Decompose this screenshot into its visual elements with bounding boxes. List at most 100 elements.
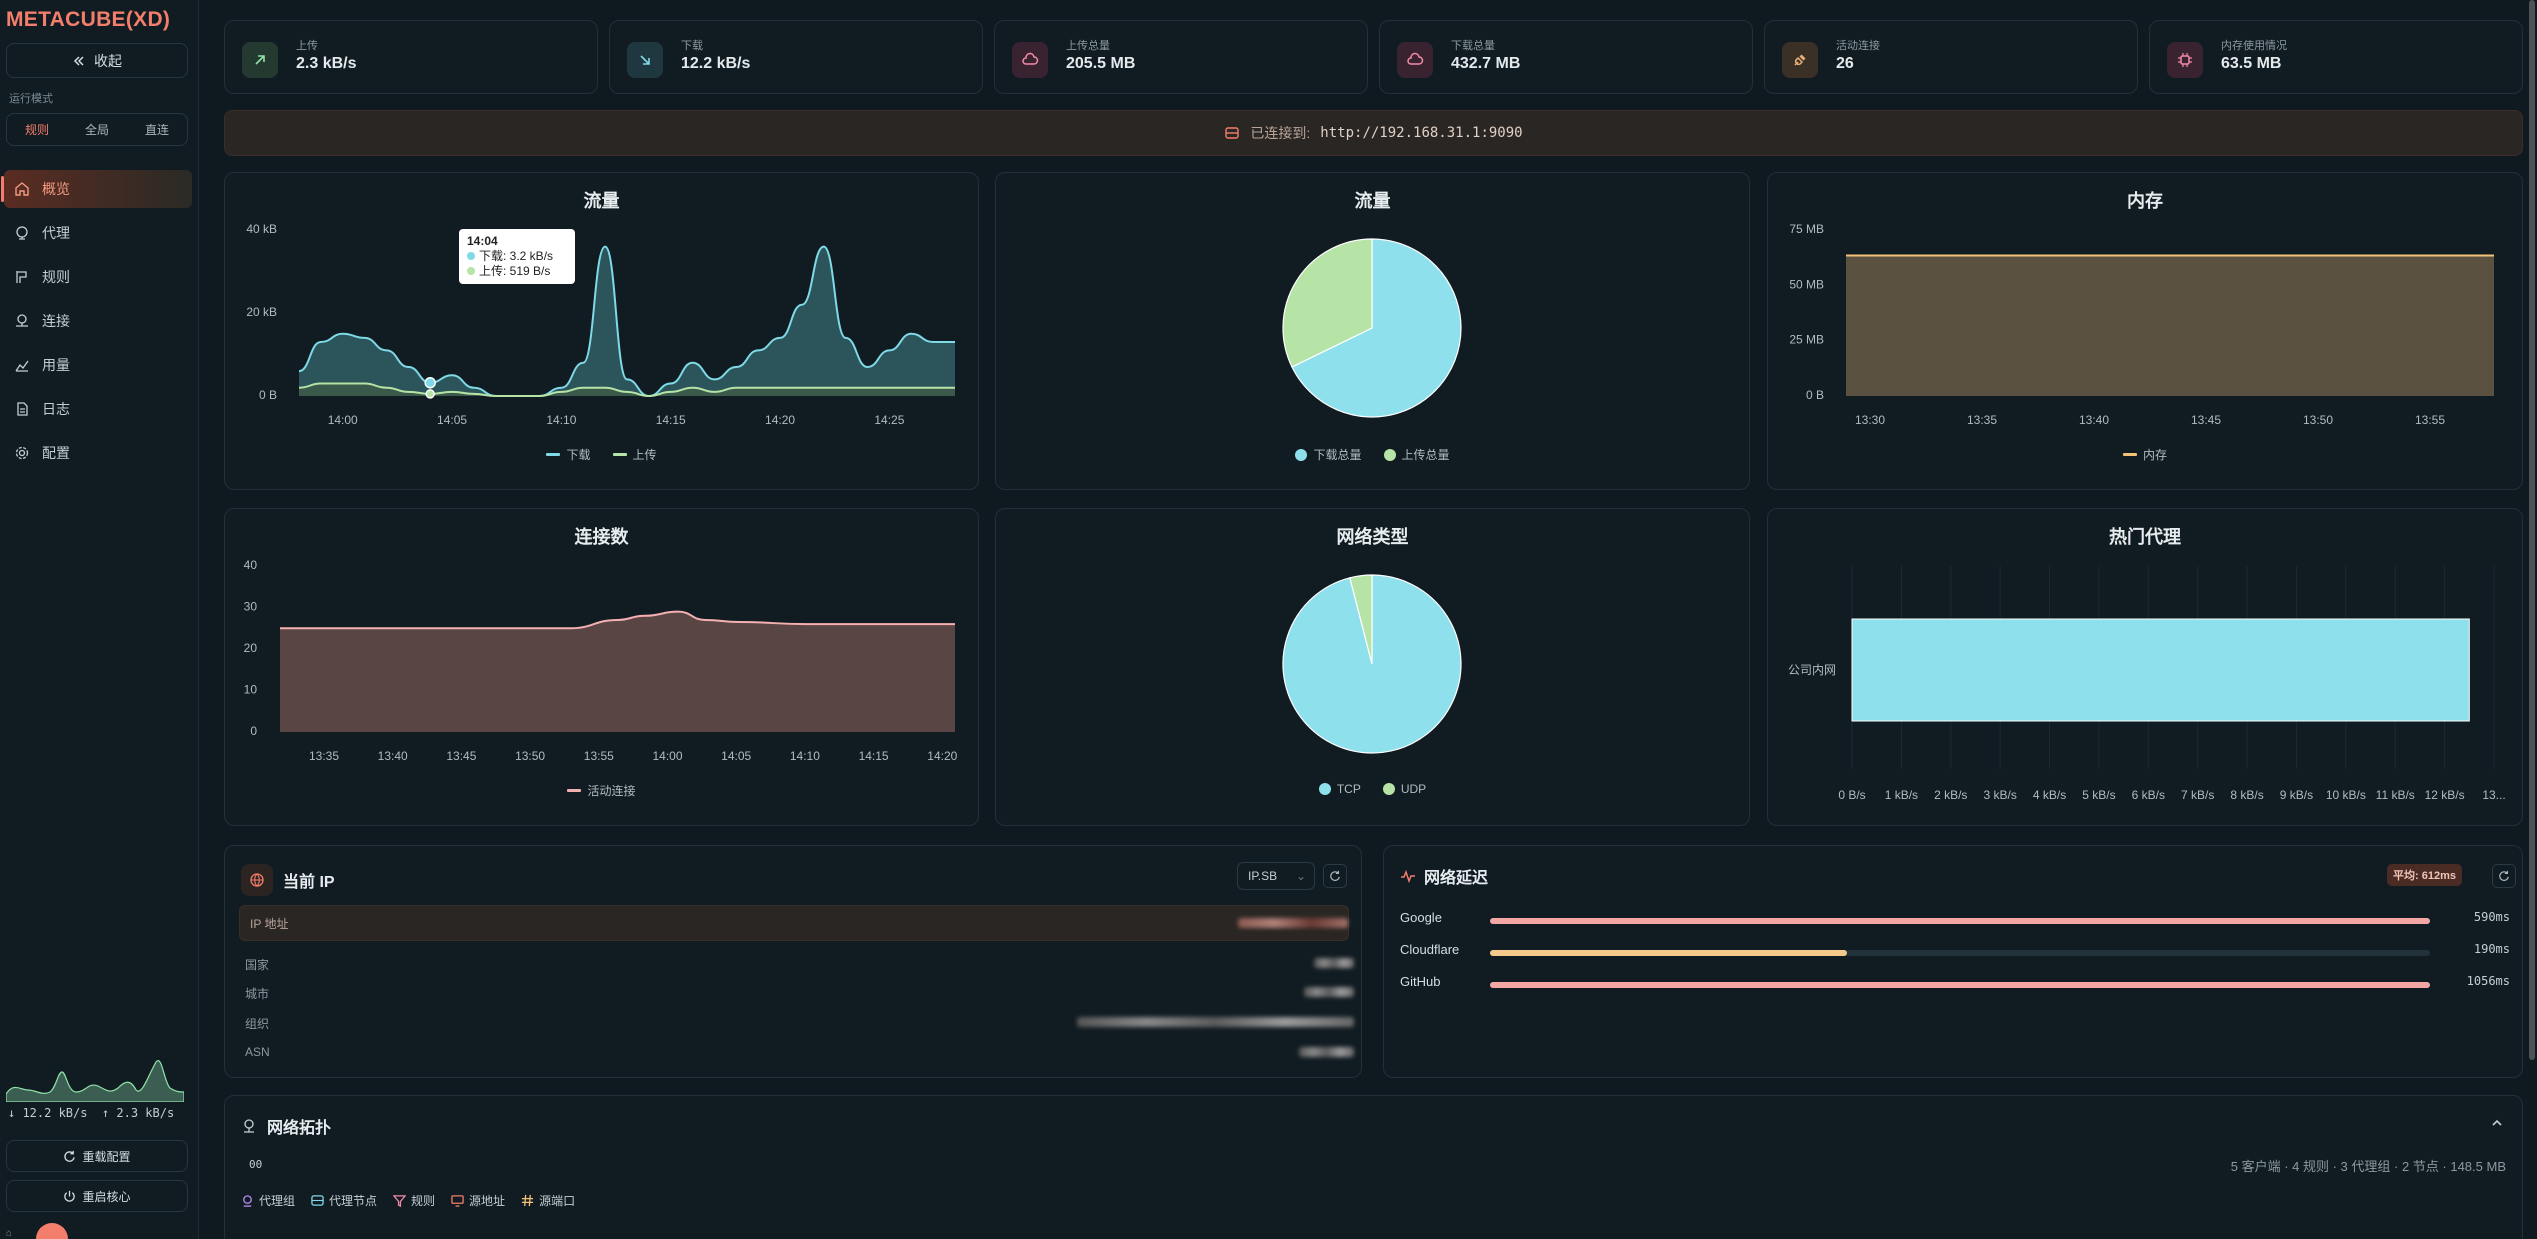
banner-url[interactable]: http://192.168.31.1:9090 [1320,125,1523,141]
mode-global[interactable]: 全局 [84,123,109,137]
ip-asn-label: ASN [245,1045,270,1059]
usage-chart-icon [15,360,29,372]
memory-area [1846,255,2494,396]
ip-city-value-redacted [1304,987,1354,997]
x-tick-label: 13:35 [1967,413,1997,427]
y-tick-label: 20 [244,641,258,655]
sidebar-item-logs[interactable]: 日志 [4,390,192,428]
traffic-chart[interactable]: 40 kB 20 kB 0 B 14:00 14:05 14:10 14:15 14:20 14… [225,173,978,489]
log-file-icon [17,402,28,416]
sidebar-item-config[interactable]: 配置 [4,434,192,472]
ip-address-value-redacted [1238,918,1348,928]
traffic-pie-card: 流量 下载总量 上传总量 [995,172,1750,490]
power-icon [64,1190,76,1202]
legend-source-port: 源端口 [521,1192,575,1209]
latency-average-badge: 平均: 612ms [2387,864,2462,886]
proxy-group-icon [243,1195,252,1207]
monitor-icon [451,1195,464,1207]
x-tick-label: 14:05 [437,413,467,427]
ip-org-value-redacted [1077,1017,1354,1027]
reload-config-button[interactable]: 重载配置 [6,1140,188,1172]
double-chevron-left-icon [73,55,84,66]
cloud-upload-icon [1012,42,1048,78]
legend-download[interactable]: 下载 [546,446,591,463]
legend-download-total[interactable]: 下载总量 [1295,446,1362,463]
latency-row: Cloudflare 190ms [1400,942,2510,962]
sidebar-item-overview[interactable]: 概览 [1,170,192,208]
network-type-pie[interactable] [996,509,1749,825]
home-icon [15,182,29,196]
latency-value: 590ms [2473,910,2510,924]
current-ip-header: 当前 IP [241,864,335,896]
x-tick-label: 13:50 [515,749,545,763]
arrow-up-right-icon [242,42,278,78]
x-tick-label: 13:50 [2303,413,2333,427]
ip-address-row: IP 地址 [239,905,1349,941]
chip-icon [2167,42,2203,78]
legend-active-connections[interactable]: 活动连接 [567,782,636,799]
traffic-chart-card: 流量 40 kB 20 kB 0 B 14:00 14:05 14:10 14:15 14:2… [224,172,979,490]
chevron-down-icon: ⌄ [1295,869,1306,883]
x-tick-label: 13:40 [378,749,408,763]
x-tick-label: 7 kB/s [2181,788,2214,802]
sidebar-item-usage[interactable]: 用量 [4,346,192,384]
ip-refresh-button[interactable] [1323,864,1347,888]
mode-rule[interactable]: 规则 [24,123,49,137]
filter-icon [393,1195,407,1207]
latency-track [1490,918,2430,924]
sidebar-item-connections[interactable]: 连接 [4,302,192,340]
legend-memory[interactable]: 内存 [2122,446,2167,463]
sidebar-item-rules[interactable]: 规则 [4,258,192,296]
stat-upload-total: 上传总量 205.5 MB [994,20,1368,94]
avatar[interactable] [36,1223,68,1239]
sidebar-item-proxy[interactable]: 代理 [4,214,192,252]
ip-provider-select[interactable]: IP.SB ⌄ [1237,862,1315,890]
x-tick-label: 14:20 [765,413,795,427]
legend-tcp[interactable]: TCP [1318,782,1361,796]
ip-country-value-redacted [1314,958,1354,968]
x-tick-label: 13... [2482,788,2505,802]
x-tick-label: 1 kB/s [1885,788,1918,802]
latency-fill [1490,982,2430,988]
memory-chart[interactable]: 75 MB 50 MB 25 MB 0 B 13:30 13:35 13:40 13:45 13… [1768,173,2522,489]
page-scrollbar[interactable] [2529,0,2535,1060]
mini-traffic-chart [6,1059,184,1102]
latency-row: GitHub 1056ms [1400,974,2510,994]
latency-name: Cloudflare [1400,942,1460,957]
mode-label: 运行模式 [9,93,53,105]
latency-refresh-button[interactable] [2492,864,2516,888]
chevron-up-icon[interactable] [2490,1116,2504,1130]
chart-tooltip: 14:04 下载: 3.2 kB/s 上传: 519 B/s [459,229,575,284]
x-tick-label: 13:30 [1855,413,1885,427]
topology-toggle[interactable]: 00 [249,1158,263,1171]
ip-org-label: 组织 [245,1017,270,1031]
corner-mark: ⌂ [6,1228,13,1239]
x-tick-label: 10 kB/s [2326,788,2366,802]
y-tick-label: 0 [250,724,257,738]
x-tick-label: 2 kB/s [1934,788,1967,802]
mode-direct[interactable]: 直连 [144,123,169,137]
legend-upload[interactable]: 上传 [612,446,657,463]
network-slice-1 [1349,574,1373,665]
x-tick-label: 3 kB/s [1983,788,2016,802]
x-tick-label: 14:00 [328,413,358,427]
top-proxy-chart[interactable]: 0 B/s 1 kB/s 2 kB/s 3 kB/s 4 kB/s 5 kB/s 6 kB/… [1768,509,2522,825]
legend-rule: 规则 [393,1192,435,1209]
y-tick-label: 40 kB [246,222,277,236]
collapse-button[interactable]: 收起 [6,43,188,78]
latency-name: Google [1400,910,1442,925]
connections-chart-title: 连接数 [574,527,629,547]
latency-track [1490,950,2430,956]
category-label: 公司内网 [1788,663,1836,677]
restart-core-button[interactable]: 重启核心 [6,1180,188,1212]
latency-header: 网络延迟 [1400,864,1488,888]
main-content: 上传 2.3 kB/s 下载 12.2 kB/s 上传总量 205.5 MB 下… [222,0,2525,1239]
legend-upload-total[interactable]: 上传总量 [1383,446,1450,463]
latency-card: 网络延迟 平均: 612ms Google 590ms Cloudflare 190m… [1383,845,2523,1078]
legend-udp[interactable]: UDP [1382,782,1426,796]
refresh-icon [1330,870,1340,881]
connections-chart[interactable]: 40 30 20 10 0 13:35 13:40 13:45 13:50 13:55 14:00 1… [225,509,978,825]
refresh-icon [64,1150,76,1162]
network-type-legend: TCP UDP [996,782,1749,796]
traffic-pie[interactable] [996,173,1749,489]
